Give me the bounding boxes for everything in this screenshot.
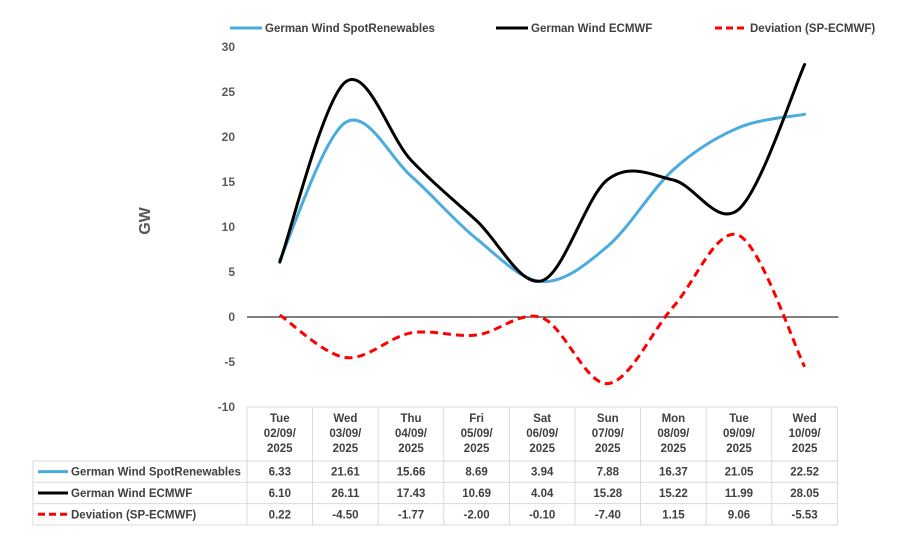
table-row-label-2: German Wind ECMWF [71,488,192,500]
legend-label-1: German Wind SpotRenewables [265,23,435,35]
table-cell-value: 10.69 [462,488,491,500]
y-tick-label: 25 [222,85,236,99]
table-cell-value: 11.99 [725,488,753,500]
y-tick-label: 5 [228,265,235,279]
chart-legend: German Wind SpotRenewables German Wind EC… [230,23,875,35]
table-cell-value: 16.37 [659,467,688,479]
category-label: Tue 02/09/2025 [264,413,297,455]
table-cell-value: 21.05 [725,467,754,479]
category-label: Sun 07/09/2025 [592,413,625,455]
y-tick-label: 0 [228,310,235,324]
legend-label-3: Deviation (SP-ECMWF) [750,23,875,35]
category-label: Thu 04/09/2025 [395,413,428,455]
table-row-label-3: Deviation (SP-ECMWF) [71,509,196,521]
table-cell-value: 6.10 [269,488,291,500]
y-tick-label: 20 [222,130,236,144]
table-cell-value: -0.10 [529,509,555,521]
table-cell-value: 7.88 [597,467,620,479]
table-cell-value: 6.33 [269,467,291,479]
table-cell-value: -7.40 [595,509,621,521]
table-cell-value: 9.06 [728,509,750,521]
series-line-2 [278,63,807,283]
y-tick-label: 30 [222,40,236,54]
category-label: Sat 06/09/2025 [526,413,559,455]
table-cell-value: 3.94 [531,467,554,479]
category-label: Wed 10/09/2025 [789,413,822,455]
table-cell-value: 26.11 [331,488,360,500]
table-cell-value: 28.05 [790,488,819,500]
table-cell-value: 0.22 [269,509,291,521]
table-cell-value: -4.50 [332,509,358,521]
table-cell-value: 15.66 [397,467,426,479]
table-cell-value: -5.53 [791,509,817,521]
category-label: Fri 05/09/2025 [461,413,494,455]
series-line-3 [278,232,806,386]
series-lines [278,63,807,386]
table-cell-value: -1.77 [398,509,424,521]
category-label: Tue 09/09/2025 [723,413,756,455]
table-cell-value: 15.28 [593,488,622,500]
table-cell-value: 4.04 [531,488,554,500]
table-cell-value: 15.22 [659,488,688,500]
table-cell-value: 1.15 [662,509,685,521]
table-cell-value: 21.61 [331,467,360,479]
category-label: Wed 03/09/2025 [329,413,362,455]
y-tick-label: 15 [222,175,236,189]
legend-label-2: German Wind ECMWF [531,23,652,35]
table-cell-value: 8.69 [465,467,487,479]
table-cell-value: 17.43 [397,488,426,500]
y-axis-title: GW [137,206,154,234]
category-label: Mon 08/09/2025 [657,413,690,455]
table-cell-value: -2.00 [463,509,489,521]
y-tick-label: 10 [222,220,236,234]
series-line-1 [278,112,807,284]
y-tick-label: -10 [218,400,236,414]
table-cell-value: 22.52 [790,467,819,479]
table-row-label-1: German Wind SpotRenewables [71,467,241,479]
data-table: Tue 02/09/2025 Wed 03/09/2025 Thu 04/09/2025 F… [32,406,838,526]
y-axis: 30 25 20 15 10 5 0 -5 -10 [218,40,236,414]
y-tick-label: -5 [224,355,235,369]
